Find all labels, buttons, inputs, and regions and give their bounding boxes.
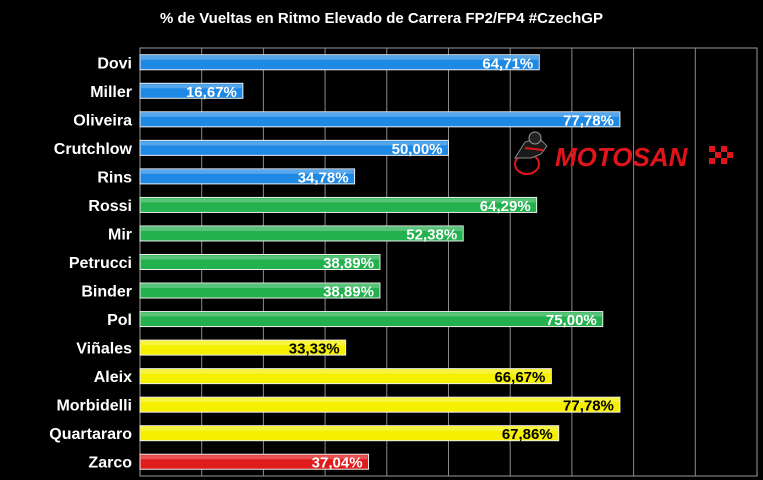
bar [139, 311, 604, 328]
value-label: 38,89% [323, 284, 374, 301]
value-label: 77,78% [563, 398, 614, 415]
category-label: Dovi [97, 55, 132, 72]
category-label: Zarco [88, 455, 132, 472]
motosan-logo: MOTOSAN [514, 131, 733, 175]
bar [139, 254, 381, 270]
bar-highlight [141, 112, 619, 117]
bar-highlight [141, 226, 463, 231]
value-label: 67,86% [502, 426, 553, 443]
value-label: 52,38% [406, 226, 457, 243]
category-label: Mir [108, 226, 132, 243]
bar-highlight [141, 141, 448, 146]
bar-highlight [141, 341, 345, 346]
bar [139, 111, 621, 128]
bar-highlight [141, 369, 551, 374]
value-label: 50,00% [392, 141, 443, 158]
value-label: 38,89% [323, 255, 374, 272]
value-label: 33,33% [289, 341, 340, 358]
value-label: 75,00% [546, 312, 597, 329]
bar [139, 168, 356, 185]
bar-highlight [141, 284, 379, 289]
category-label: Binder [81, 284, 132, 301]
bar-highlight [141, 55, 539, 60]
bar [139, 54, 540, 71]
category-label: Crutchlow [54, 141, 133, 158]
category-label: Aleix [94, 369, 132, 386]
bar [139, 396, 621, 413]
bar [139, 82, 244, 99]
category-label: Rins [97, 169, 132, 186]
bar [139, 368, 552, 385]
checkered-flag-icon [709, 146, 733, 164]
bar-highlight [141, 455, 368, 460]
chart-title: % de Vueltas en Ritmo Elevado de Carrera… [160, 10, 603, 27]
bar [139, 225, 464, 242]
category-label: Petrucci [69, 255, 132, 272]
category-label: Oliveira [73, 112, 132, 129]
value-label: 64,71% [482, 55, 533, 72]
bar-highlight [141, 312, 602, 317]
bar-highlight [141, 198, 536, 203]
value-label: 16,67% [186, 84, 237, 101]
bar-highlight [141, 255, 379, 260]
value-label: 37,04% [312, 455, 363, 472]
category-label: Viñales [76, 341, 132, 358]
bar [139, 425, 560, 442]
bar [139, 196, 538, 213]
bar [139, 139, 449, 156]
category-label: Miller [90, 84, 132, 101]
bar-highlight [141, 398, 619, 403]
bar-highlight [141, 426, 558, 431]
bar [139, 453, 370, 470]
value-label: 34,78% [298, 169, 349, 186]
category-label: Rossi [88, 198, 132, 215]
bar [139, 282, 381, 299]
bar-highlight [141, 169, 354, 174]
category-label: Pol [107, 312, 132, 329]
bar [139, 339, 347, 356]
logo-text: MOTOSAN [555, 142, 689, 172]
category-label: Quartararo [49, 426, 132, 443]
bar-highlight [141, 84, 242, 89]
value-label: 66,67% [494, 369, 545, 386]
value-label: 64,29% [480, 198, 531, 215]
value-label: 77,78% [563, 112, 614, 129]
category-label: Morbidelli [56, 398, 132, 415]
motorbike-rider-icon [514, 131, 548, 175]
